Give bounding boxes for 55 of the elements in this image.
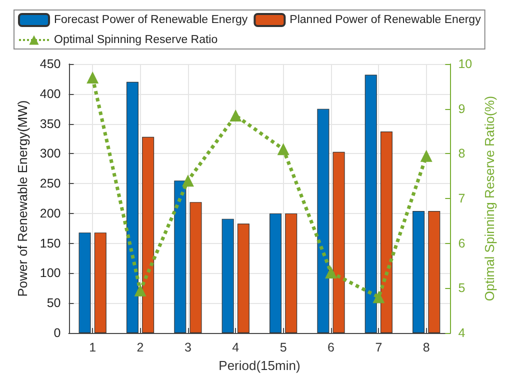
y-tick-label: 350 bbox=[40, 116, 61, 131]
y2-tick-label: 9 bbox=[458, 102, 466, 116]
bar bbox=[270, 213, 282, 333]
y-tick-label: 150 bbox=[40, 236, 61, 250]
x-tick-label: 6 bbox=[328, 340, 335, 354]
y-tick-label: 0 bbox=[54, 326, 61, 340]
legend-label: Optimal Spinning Reserve Ratio bbox=[54, 34, 218, 46]
x-tick-label: 3 bbox=[184, 340, 192, 354]
y-axis-title: Power of Renewable Energy(MW) bbox=[15, 100, 30, 297]
bar bbox=[222, 218, 234, 333]
bar bbox=[332, 152, 345, 333]
y2-tick-label: 10 bbox=[458, 57, 472, 71]
x-tick-label: 8 bbox=[422, 340, 430, 354]
point bbox=[324, 266, 337, 278]
x-tick-label: 1 bbox=[89, 340, 96, 354]
bar bbox=[78, 232, 91, 333]
bar bbox=[174, 180, 186, 333]
y2-tick-label: 4 bbox=[458, 326, 466, 340]
y-tick-label: 300 bbox=[40, 146, 61, 161]
bar bbox=[142, 136, 154, 333]
y-tick-label: 450 bbox=[40, 57, 61, 71]
point bbox=[86, 71, 99, 84]
x-tick-label: 7 bbox=[375, 340, 382, 354]
y2-tick-label: 8 bbox=[458, 146, 466, 161]
bar bbox=[364, 74, 377, 333]
point bbox=[182, 174, 194, 187]
bar bbox=[380, 132, 392, 333]
y-tick-label: 400 bbox=[40, 86, 61, 101]
bar bbox=[190, 202, 202, 333]
y2-tick-label: 5 bbox=[458, 281, 466, 296]
x-axis-title: Period(15min) bbox=[218, 358, 300, 373]
bar bbox=[317, 108, 330, 333]
point bbox=[420, 150, 432, 162]
bar bbox=[126, 82, 138, 333]
y-tick-label: 100 bbox=[40, 266, 61, 280]
y2-axis-title: Optimal Spinning Reserve Ratio(%) bbox=[482, 96, 497, 302]
point bbox=[277, 143, 290, 156]
x-tick-label: 5 bbox=[280, 340, 287, 354]
bar bbox=[428, 211, 440, 333]
y2-tick-label: 7 bbox=[458, 192, 466, 206]
y2-tick-label: 6 bbox=[458, 236, 466, 250]
y-tick-label: 250 bbox=[40, 176, 61, 191]
y-tick-label: 50 bbox=[46, 296, 61, 310]
bar bbox=[237, 224, 250, 333]
x-tick-label: 2 bbox=[136, 340, 144, 354]
bar bbox=[412, 211, 425, 333]
legend-label: Forecast Power of Renewable Energy bbox=[54, 14, 248, 26]
y-tick-label: 200 bbox=[40, 206, 61, 220]
bar bbox=[94, 232, 106, 333]
bar bbox=[285, 213, 298, 333]
x-tick-label: 4 bbox=[232, 340, 240, 354]
legend-label: Planned Power of Renewable Energy bbox=[290, 14, 482, 26]
point bbox=[230, 110, 242, 122]
point bbox=[134, 284, 146, 296]
point bbox=[372, 291, 385, 304]
